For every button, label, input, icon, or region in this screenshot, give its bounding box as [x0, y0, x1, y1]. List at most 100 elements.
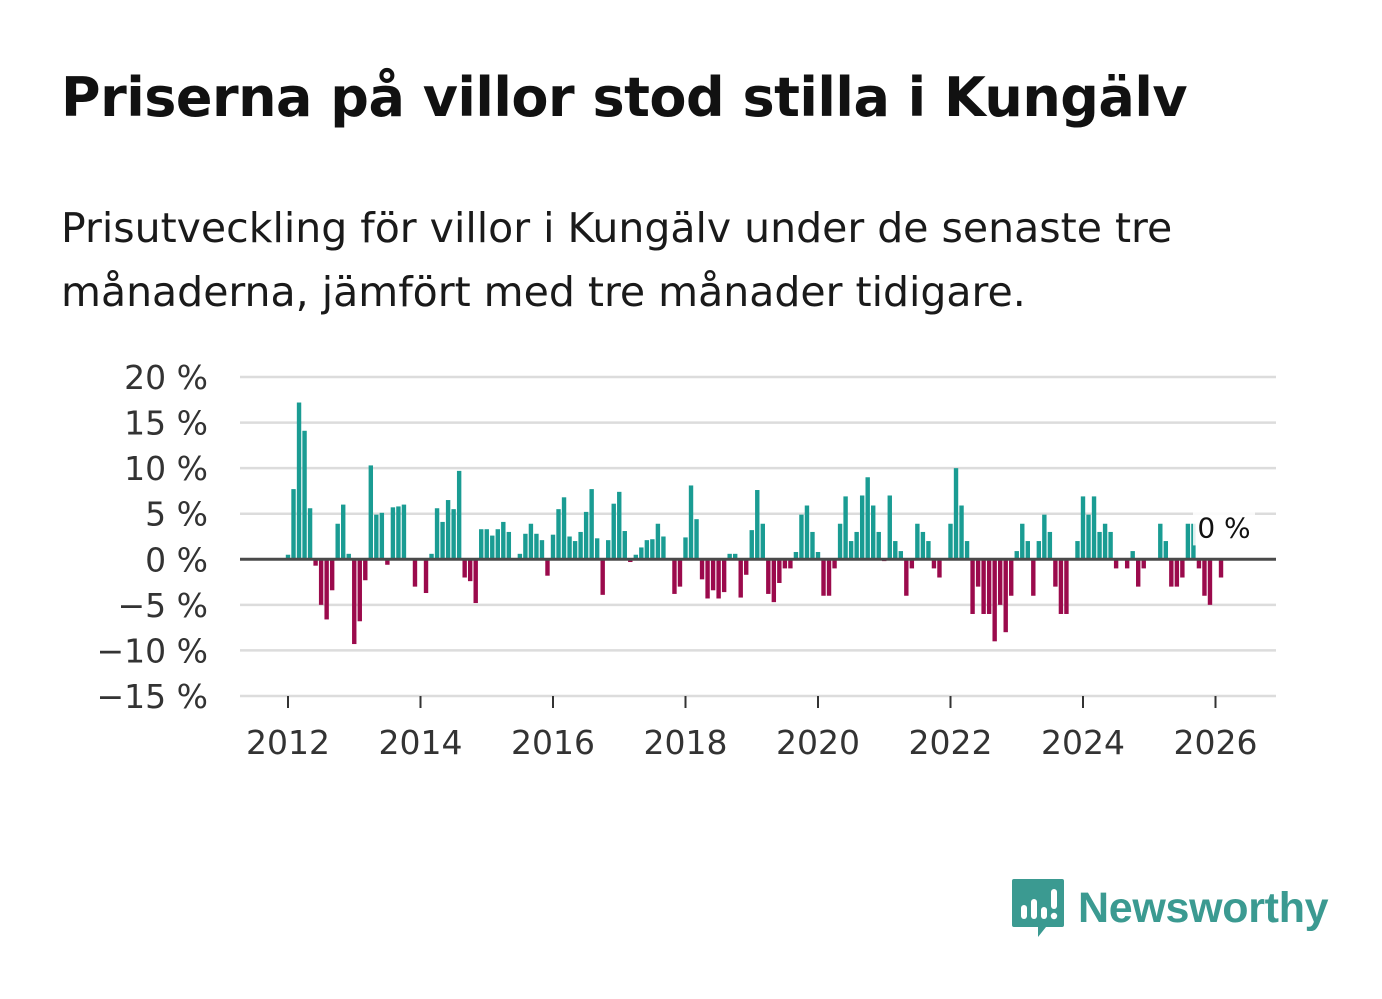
bar-positive	[296, 402, 302, 560]
bar-positive	[837, 523, 843, 560]
bar-positive	[1163, 541, 1169, 560]
bar-positive	[843, 496, 848, 560]
bar-positive	[959, 505, 964, 560]
bar-positive	[374, 514, 379, 560]
bar-positive	[556, 509, 561, 560]
bar-positive	[368, 465, 374, 560]
bar-negative	[672, 559, 677, 594]
bar-negative	[545, 559, 550, 576]
bar-positive	[804, 505, 810, 560]
bar-positive	[1185, 523, 1191, 560]
bar-positive	[760, 523, 765, 560]
bar-positive	[1158, 523, 1163, 560]
bar-positive	[611, 503, 616, 560]
bar-positive	[594, 538, 600, 560]
chart-title: Priserna på villor stod stilla i Kungälv	[61, 66, 1188, 129]
bar-positive	[495, 529, 500, 560]
bar-negative	[710, 559, 716, 591]
bar-negative	[721, 559, 727, 593]
bar-negative	[782, 559, 788, 569]
brand-name: Newsworthy	[1078, 883, 1329, 932]
y-tick-label: 15 %	[124, 404, 208, 443]
bar-positive	[926, 541, 931, 560]
bar-positive	[341, 504, 346, 560]
bar-negative	[931, 559, 937, 569]
bar-positive	[429, 553, 434, 560]
bar-negative	[324, 559, 329, 620]
bar-positive	[578, 531, 583, 560]
bar-positive	[854, 531, 859, 560]
bar-negative	[992, 559, 997, 642]
bar-negative	[738, 559, 743, 598]
bar-positive	[799, 514, 804, 560]
bar-positive	[848, 541, 854, 560]
y-tick-label: 10 %	[124, 449, 208, 488]
bar-negative	[981, 559, 986, 614]
bar-positive	[335, 523, 340, 560]
bar-negative	[352, 559, 357, 645]
bar-negative	[357, 559, 362, 622]
bar-positive	[490, 535, 495, 560]
bar-negative	[1218, 559, 1224, 578]
bar-negative	[1003, 559, 1008, 633]
bar-negative	[970, 559, 975, 614]
bar-positive	[567, 536, 572, 560]
bar-positive	[727, 553, 732, 560]
bar-positive	[617, 491, 622, 560]
bar-positive	[650, 539, 655, 560]
bar-negative	[1009, 559, 1014, 596]
bar-negative	[313, 559, 318, 566]
x-tick-label: 2026	[1174, 723, 1258, 762]
bar-negative	[318, 559, 324, 605]
bar-negative	[1053, 559, 1058, 587]
bar-positive	[550, 534, 556, 560]
bar-positive	[1036, 541, 1042, 560]
bar-positive	[1047, 531, 1053, 560]
bar-positive	[451, 509, 456, 560]
bar-positive	[793, 551, 799, 560]
bar-negative	[1202, 559, 1207, 596]
y-tick-label: −5 %	[118, 586, 209, 625]
bar-negative	[826, 559, 832, 596]
bar-positive	[606, 540, 611, 560]
x-tick-label: 2014	[379, 723, 463, 762]
bar-positive	[534, 533, 539, 560]
bar-negative	[821, 559, 826, 596]
bar-positive	[865, 477, 870, 560]
bar-positive	[887, 495, 892, 560]
bar-negative	[986, 559, 992, 614]
bar-positive	[920, 531, 926, 560]
bar-negative	[788, 559, 793, 569]
bar-negative	[1058, 559, 1064, 614]
bar-positive	[1075, 541, 1080, 560]
x-tick-label: 2018	[644, 723, 728, 762]
bar-positive	[633, 554, 639, 560]
bar-positive	[661, 536, 666, 560]
bar-negative	[766, 559, 771, 594]
bar-positive	[622, 531, 627, 560]
bar-negative	[1113, 559, 1119, 569]
bar-positive	[528, 523, 534, 560]
bar-negative	[1207, 559, 1213, 605]
bar-negative	[1136, 559, 1141, 587]
bar-positive	[440, 521, 445, 560]
x-tick-label: 2012	[246, 723, 330, 762]
bar-positive	[694, 519, 699, 560]
bar-negative	[832, 559, 837, 569]
bar-positive	[893, 541, 898, 560]
bar-negative	[904, 559, 909, 596]
bar-positive	[484, 529, 489, 560]
bar-positive	[346, 553, 351, 560]
brand-logo: Newsworthy	[1010, 876, 1329, 940]
bar-positive	[948, 523, 953, 560]
bar-positive	[732, 553, 738, 560]
bar-negative	[1196, 559, 1202, 569]
bar-positive	[390, 507, 396, 560]
bar-negative	[1174, 559, 1180, 587]
bar-positive	[291, 489, 296, 560]
bar-positive	[583, 511, 589, 560]
bar-positive	[810, 531, 815, 560]
bar-positive	[755, 490, 760, 560]
bar-negative	[997, 559, 1003, 605]
